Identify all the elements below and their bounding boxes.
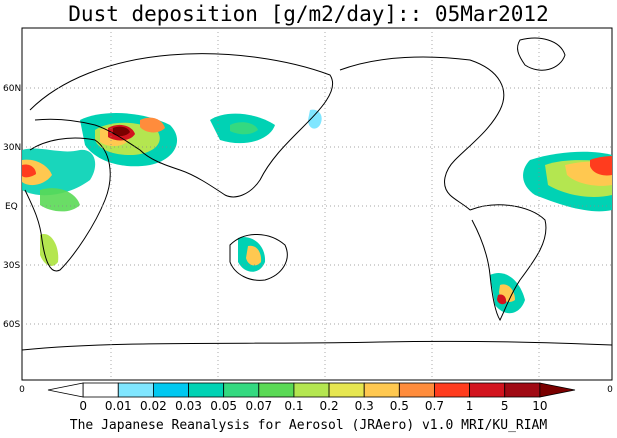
lat-label-eq: EQ — [5, 202, 18, 212]
colorbar-swatch — [504, 382, 541, 398]
colorbar-swatch — [293, 382, 330, 398]
colorbar-tick-label: 0.03 — [175, 399, 202, 413]
colorbar-swatch — [258, 382, 295, 398]
colorbar-tick-label: 0.05 — [210, 399, 237, 413]
edge-label-right: 0 — [607, 385, 613, 395]
colorbar-tick-label: 0.1 — [284, 399, 303, 413]
colorbar-swatch — [539, 382, 576, 398]
colorbar-tick-label: 0.07 — [245, 399, 272, 413]
colorbar-tick-label: 0.02 — [140, 399, 167, 413]
colorbar-tick-label: 5 — [501, 399, 509, 413]
latitude-labels: 60N 30N EQ 30S 60S — [3, 84, 21, 330]
lat-label-60s: 60S — [3, 320, 20, 330]
colorbar-swatch — [117, 382, 154, 398]
graticule — [22, 28, 612, 380]
dust-field — [22, 109, 612, 314]
lat-label-30n: 30N — [3, 143, 21, 153]
colorbar-tick-label: 0.5 — [390, 399, 409, 413]
edge-label-left: 0 — [19, 385, 25, 395]
colorbar-swatch — [188, 382, 225, 398]
colorbar-tick-label: 0.01 — [105, 399, 132, 413]
colorbar-tick-label: 0.2 — [320, 399, 339, 413]
colorbar-tick-label: 0.3 — [355, 399, 374, 413]
colorbar-swatch — [82, 382, 119, 398]
footer-credit: The Japanese Reanalysis for Aerosol (JRA… — [69, 418, 548, 433]
colorbar-tick-label: 0.7 — [425, 399, 444, 413]
lat-label-30s: 30S — [3, 261, 20, 271]
colorbar-swatch — [152, 382, 189, 398]
lat-label-60n: 60N — [3, 84, 21, 94]
map-frame — [21, 27, 613, 381]
colorbar-swatch — [47, 382, 84, 398]
map-title: Dust deposition [g/m2/day]:: 05Mar2012 — [68, 2, 549, 26]
colorbar-swatch — [328, 382, 365, 398]
colorbar-swatch — [469, 382, 506, 398]
colorbar: 0 0.01 0.02 0.03 0.05 0.07 0.1 0.2 0.3 0.5 0.7 1 5 10 — [47, 382, 576, 413]
coastlines — [22, 37, 612, 351]
colorbar-swatch — [434, 382, 471, 398]
colorbar-tick-label: 1 — [466, 399, 474, 413]
colorbar-tick-label: 10 — [532, 399, 547, 413]
colorbar-tick-label: 0 — [79, 399, 87, 413]
colorbar-swatch — [398, 382, 435, 398]
colorbar-swatch — [223, 382, 260, 398]
colorbar-swatch — [363, 382, 400, 398]
